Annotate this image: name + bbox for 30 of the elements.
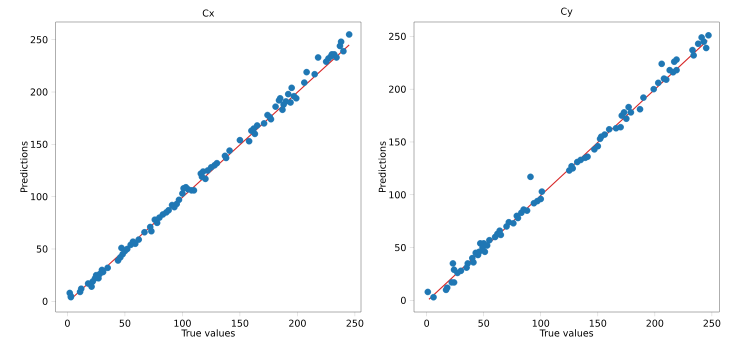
x-tick-label: 150 [232, 320, 248, 327]
y-tick-label: 100 [389, 191, 406, 198]
y-tick-label: 150 [31, 140, 48, 148]
x-tick-label: 50 [120, 320, 130, 327]
y-tick-label: 200 [30, 88, 48, 96]
x-tick-label: 200 [289, 320, 306, 327]
x-tick-label: 250 [346, 320, 364, 327]
y-tick-label: 150 [389, 138, 406, 146]
y-tick-label: 250 [389, 32, 406, 40]
y-tick-label: 50 [395, 244, 406, 252]
y-tick-label: 100 [31, 193, 48, 200]
x-axis-title: True values [181, 329, 235, 337]
x-tick-label: 100 [532, 320, 550, 327]
chart-title: Cy [561, 8, 572, 17]
x-tick-label: 0 [424, 320, 430, 327]
x-axis-title: True values [540, 329, 594, 337]
x-tick-label: 150 [590, 320, 606, 327]
x-tick-label: 100 [174, 320, 191, 327]
x-tick-label: 200 [646, 320, 664, 327]
y-tick-label: 200 [389, 86, 406, 93]
y-axis-title: Predictions [20, 141, 28, 192]
x-tick-label: 50 [478, 320, 490, 327]
y-tick-label: 50 [36, 245, 48, 253]
y-axis-title: Predictions [378, 141, 386, 192]
y-tick-label: 250 [30, 36, 48, 44]
y-tick-label: 0 [42, 298, 48, 305]
chart-title: Cx [202, 10, 214, 17]
x-tick-label: 0 [65, 320, 70, 327]
x-tick-label: 250 [704, 320, 720, 327]
y-tick-label: 0 [401, 296, 406, 304]
